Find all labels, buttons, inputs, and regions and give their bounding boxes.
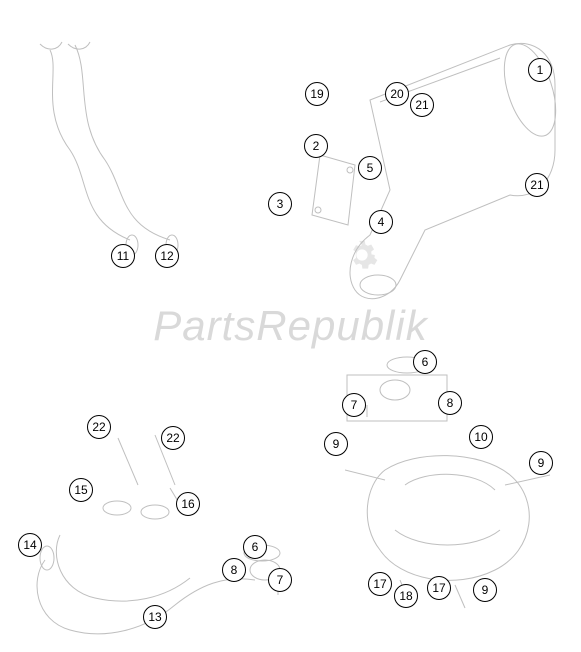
callout-6a: 6 bbox=[413, 350, 437, 374]
callout-21b: 21 bbox=[525, 173, 549, 197]
callout-19: 19 bbox=[305, 82, 329, 106]
callout-9b: 9 bbox=[529, 451, 553, 475]
callout-10: 10 bbox=[469, 425, 493, 449]
callout-12: 12 bbox=[155, 244, 179, 268]
callout-22a: 22 bbox=[87, 415, 111, 439]
callout-5: 5 bbox=[358, 156, 382, 180]
callout-18: 18 bbox=[394, 584, 418, 608]
callout-3: 3 bbox=[268, 192, 292, 216]
callout-9a: 9 bbox=[324, 432, 348, 456]
callout-7b: 7 bbox=[268, 568, 292, 592]
callout-2: 2 bbox=[304, 134, 328, 158]
callout-13: 13 bbox=[143, 605, 167, 629]
callout-17b: 17 bbox=[427, 576, 451, 600]
callout-6b: 6 bbox=[243, 535, 267, 559]
callout-1: 1 bbox=[528, 58, 552, 82]
callout-4: 4 bbox=[369, 210, 393, 234]
callout-8b: 8 bbox=[222, 558, 246, 582]
callout-9c: 9 bbox=[473, 578, 497, 602]
callout-22b: 22 bbox=[161, 426, 185, 450]
diagram-stage: PartsRepublik bbox=[0, 0, 581, 652]
callout-8a: 8 bbox=[438, 391, 462, 415]
o2-sensor-leads bbox=[20, 40, 220, 270]
callout-15: 15 bbox=[69, 478, 93, 502]
callout-21a: 21 bbox=[410, 93, 434, 117]
callout-20: 20 bbox=[385, 82, 409, 106]
callout-7a: 7 bbox=[342, 393, 366, 417]
callout-14: 14 bbox=[18, 533, 42, 557]
callout-17a: 17 bbox=[368, 572, 392, 596]
callout-11: 11 bbox=[111, 244, 135, 268]
callout-16: 16 bbox=[176, 492, 200, 516]
